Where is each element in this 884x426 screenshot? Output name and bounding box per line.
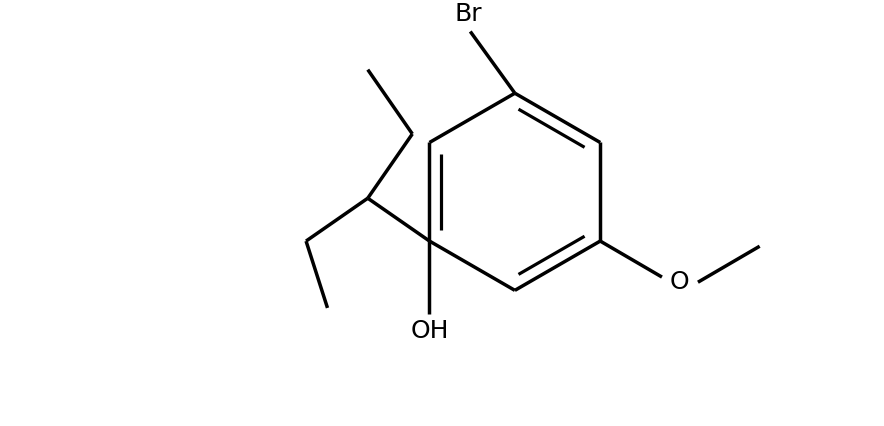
Text: O: O	[669, 270, 689, 294]
Text: Br: Br	[454, 3, 483, 26]
Text: OH: OH	[410, 319, 449, 343]
